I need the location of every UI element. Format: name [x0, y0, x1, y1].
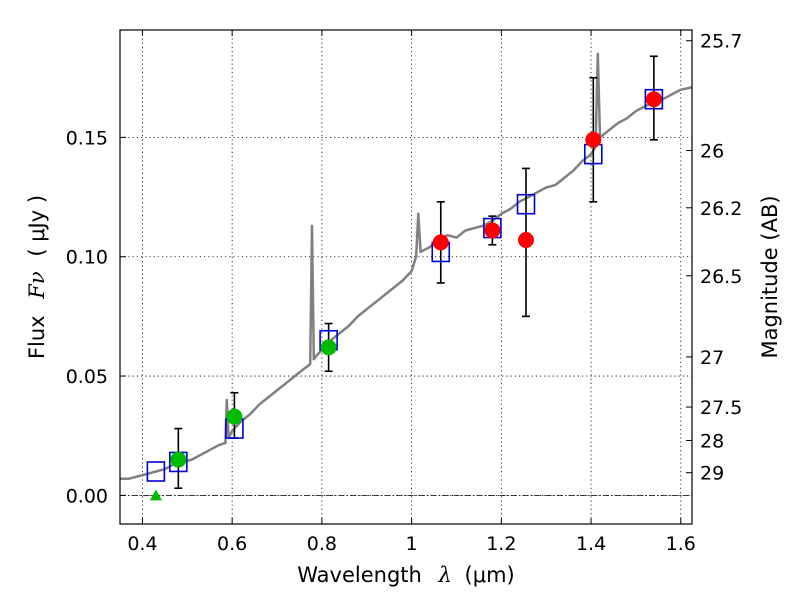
right-tick-label: 25.7: [700, 31, 742, 53]
x-tick-label: 0.8: [307, 533, 337, 555]
right-tick-label: 28: [700, 430, 724, 452]
right-tick-label: 27: [700, 347, 724, 369]
x-axis-label-text: Wavelength: [297, 563, 422, 587]
x-tick-label: 0.6: [217, 533, 247, 555]
plot-frame: [119, 29, 693, 525]
y-tick-label: 0.05: [66, 366, 108, 388]
model-photometry-square: [146, 461, 166, 482]
nir-detection-point: [585, 131, 602, 148]
optical-detection-point: [170, 451, 187, 468]
model-photometry-square: [644, 88, 664, 110]
y-axis-label-fnu: Fν: [25, 271, 49, 300]
nir-detection-point: [484, 222, 501, 239]
x-tick-label: 0.4: [127, 533, 157, 555]
nir-detection-point: [518, 232, 535, 249]
right-tick-label: 29: [700, 463, 724, 485]
x-tick-label: 1.4: [576, 533, 606, 555]
right-tick-label: 26.2: [700, 198, 742, 220]
grid-lines: [120, 30, 692, 524]
x-tick-label: 1: [406, 533, 418, 555]
y-axis-label-unit: ( μJy ): [25, 195, 49, 257]
right-tick-label: 27.5: [700, 397, 742, 419]
upper-limit-triangle: [149, 489, 162, 501]
x-tick-label: 1.6: [666, 533, 696, 555]
axis-ticks: 0.4 0.6 0.8 1 1.2 1.4 1.6 0.00 0.05 0.10 0.15 25.7 2…: [66, 30, 742, 555]
optical-detection-point: [226, 408, 243, 425]
optical-detection-point: [320, 339, 337, 356]
y-axis-label: Flux Fν ( μJy ): [25, 195, 49, 359]
plot-area: [120, 52, 693, 501]
x-tick-label: 1.2: [486, 533, 516, 555]
model-spectrum-line: [120, 52, 693, 480]
x-axis-label: Wavelength λ (μm): [297, 563, 514, 587]
model-photometry-square: [516, 193, 536, 215]
right-axis-label: Magnitude (AB): [758, 195, 782, 358]
x-axis-label-unit: (μm): [465, 563, 515, 587]
right-tick-label: 26.5: [700, 266, 742, 288]
y-tick-label: 0.10: [66, 247, 108, 269]
right-tick-label: 26: [700, 141, 724, 163]
x-axis-label-lambda: λ: [438, 563, 452, 587]
nir-detection-point: [645, 91, 662, 108]
nir-detection-point: [432, 234, 449, 251]
y-tick-label: 0.00: [66, 485, 108, 507]
y-axis-label-text: Flux: [25, 315, 49, 359]
y-tick-label: 0.15: [66, 127, 108, 149]
